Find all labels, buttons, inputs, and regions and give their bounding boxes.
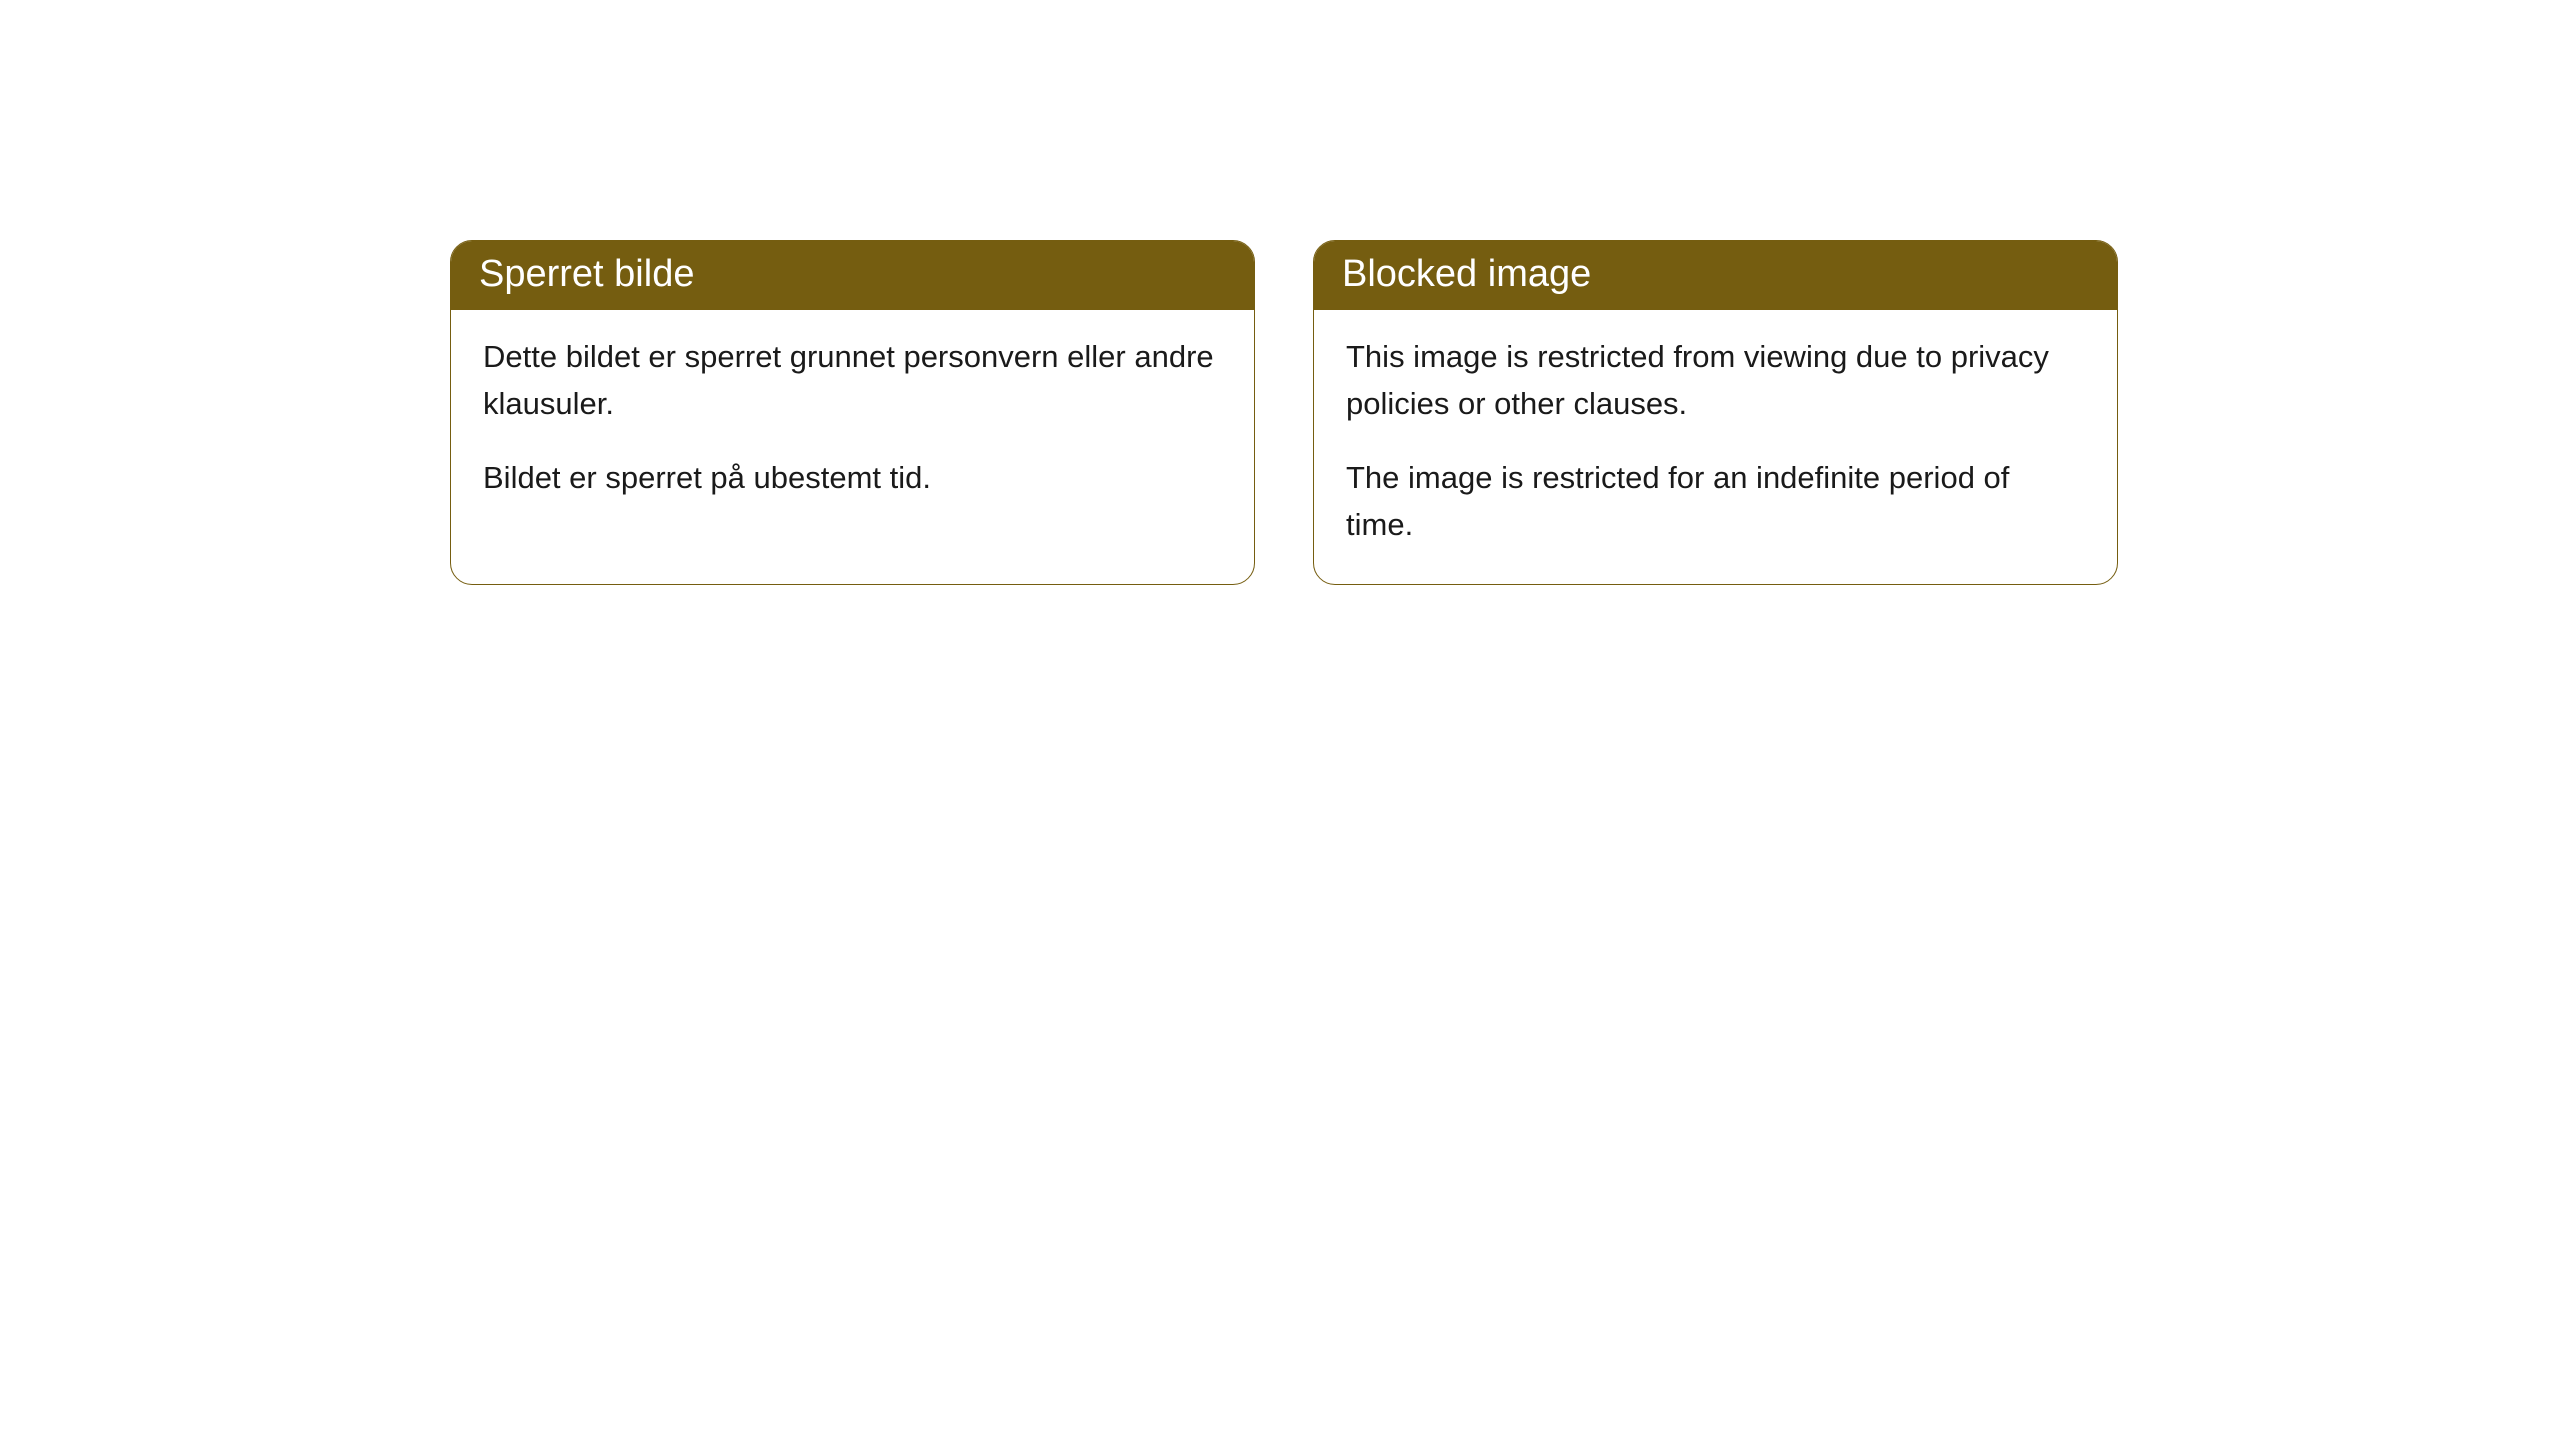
card-body: Dette bildet er sperret grunnet personve… — [451, 310, 1254, 538]
blocked-image-card-no: Sperret bilde Dette bildet er sperret gr… — [450, 240, 1255, 585]
card-text-line-2: Bildet er sperret på ubestemt tid. — [483, 455, 1222, 502]
card-text-line-1: This image is restricted from viewing du… — [1346, 334, 2085, 427]
card-header: Sperret bilde — [451, 241, 1254, 310]
card-text-line-2: The image is restricted for an indefinit… — [1346, 455, 2085, 548]
card-header: Blocked image — [1314, 241, 2117, 310]
card-text-line-1: Dette bildet er sperret grunnet personve… — [483, 334, 1222, 427]
card-body: This image is restricted from viewing du… — [1314, 310, 2117, 584]
alert-cards-container: Sperret bilde Dette bildet er sperret gr… — [450, 240, 2560, 585]
blocked-image-card-en: Blocked image This image is restricted f… — [1313, 240, 2118, 585]
